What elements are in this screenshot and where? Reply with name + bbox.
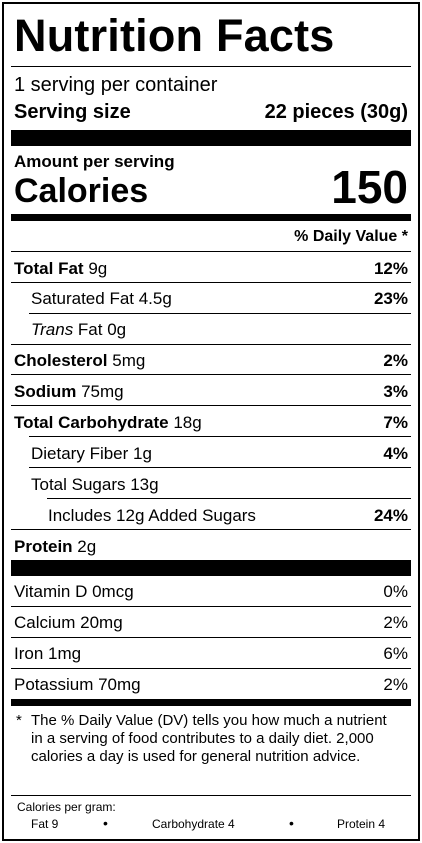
medium-divider: [11, 699, 411, 706]
divider: [11, 529, 411, 530]
calories-label: Calories: [14, 172, 149, 210]
nutrient-dv: 3%: [383, 382, 408, 401]
nutrient-name: Protein: [14, 537, 73, 556]
nutrient-row-added-sugars: Includes 12g Added Sugars 24%: [48, 506, 408, 526]
divider: [11, 405, 411, 406]
divider: [11, 282, 411, 283]
divider: [11, 66, 411, 67]
serving-size-value: 22 pieces (30g): [264, 101, 408, 123]
nutrient-name: Total Sugars 13g: [31, 475, 159, 494]
nutrient-name-italic: Trans: [31, 320, 74, 339]
nutrient-dv: 24%: [373, 506, 408, 525]
vitamin-row-potassium: Potassium 70mg 2%: [14, 675, 408, 695]
nutrient-name: Dietary Fiber 1g: [31, 444, 152, 463]
amount-per-serving: Amount per serving: [14, 152, 175, 171]
label-title: Nutrition Facts: [14, 10, 335, 61]
divider: [11, 795, 411, 796]
nutrient-row-total-carbohydrate: Total Carbohydrate 18g 7%: [14, 413, 408, 433]
nutrient-dv: 4%: [383, 444, 408, 463]
serving-size-row: Serving size 22 pieces (30g): [14, 101, 408, 124]
nutrient-name: Fat 0g: [73, 320, 127, 339]
nutrient-row-dietary-fiber: Dietary Fiber 1g 4%: [31, 444, 408, 464]
nutrient-name: Cholesterol: [14, 351, 108, 370]
divider: [11, 251, 411, 252]
divider: [11, 637, 411, 638]
vitamin-name: Calcium 20mg: [14, 613, 123, 632]
nutrient-amount: 5mg: [112, 351, 146, 370]
calories-per-gram-fat: Fat 9: [31, 817, 59, 831]
nutrient-amount: 2g: [77, 537, 97, 556]
thick-divider: [11, 130, 411, 146]
vitamin-name: Potassium 70mg: [14, 675, 141, 694]
footnote-star: *: [16, 712, 22, 729]
nutrient-dv: 2%: [383, 351, 408, 370]
daily-value-header: % Daily Value *: [294, 228, 408, 245]
divider: [11, 668, 411, 669]
nutrient-row-protein: Protein 2g: [14, 537, 408, 557]
vitamin-dv: 6%: [383, 644, 408, 663]
divider: [47, 498, 411, 499]
bullet: •: [103, 815, 108, 831]
serving-size-label: Serving size: [14, 101, 131, 123]
divider: [29, 467, 411, 468]
nutrient-name: Sodium: [14, 382, 77, 401]
nutrient-amount: 75mg: [81, 382, 124, 401]
nutrient-amount: 9g: [88, 259, 108, 278]
calories-per-gram-protein: Protein 4: [337, 817, 386, 831]
nutrient-row-total-sugars: Total Sugars 13g: [31, 475, 408, 495]
calories-per-gram-carbohydrate: Carbohydrate 4: [152, 817, 235, 831]
nutrient-row-saturated-fat: Saturated Fat 4.5g 23%: [31, 289, 408, 309]
servings-per-container: 1 serving per container: [14, 74, 218, 96]
nutrient-name: Total Carbohydrate: [14, 413, 169, 432]
footnote: * The % Daily Value (DV) tells you how m…: [16, 712, 396, 766]
nutrient-dv: 12%: [373, 259, 408, 278]
divider: [29, 313, 411, 314]
vitamin-name: Iron 1mg: [14, 644, 82, 663]
nutrient-name: Total Fat: [14, 259, 84, 278]
nutrient-row-total-fat: Total Fat 9g 12%: [14, 259, 408, 279]
nutrient-row-trans-fat: Trans Fat 0g: [31, 320, 408, 340]
vitamin-dv: 0%: [383, 582, 408, 601]
calories-value: 150: [331, 161, 408, 213]
nutrient-dv: 23%: [373, 289, 408, 308]
nutrient-name: Saturated Fat 4.5g: [31, 289, 172, 308]
vitamin-dv: 2%: [383, 675, 408, 694]
nutrient-amount: 18g: [173, 413, 202, 432]
medium-divider: [11, 214, 411, 221]
divider: [11, 344, 411, 345]
nutrient-row-cholesterol: Cholesterol 5mg 2%: [14, 351, 408, 371]
calories-per-gram-label: Calories per gram:: [17, 800, 116, 814]
nutrient-row-sodium: Sodium 75mg 3%: [14, 382, 408, 402]
vitamin-name: Vitamin D 0mcg: [14, 582, 134, 601]
thick-divider: [11, 560, 411, 576]
divider: [11, 606, 411, 607]
vitamin-row-vitamin-d: Vitamin D 0mcg 0%: [14, 582, 408, 602]
bullet: •: [289, 815, 294, 831]
vitamin-row-calcium: Calcium 20mg 2%: [14, 613, 408, 633]
footnote-text: The % Daily Value (DV) tells you how muc…: [31, 712, 387, 765]
nutrient-dv: 7%: [383, 413, 408, 432]
vitamin-row-iron: Iron 1mg 6%: [14, 644, 408, 664]
divider: [29, 436, 411, 437]
vitamin-dv: 2%: [383, 613, 408, 632]
nutrient-name: Includes 12g Added Sugars: [48, 506, 256, 525]
divider: [11, 374, 411, 375]
